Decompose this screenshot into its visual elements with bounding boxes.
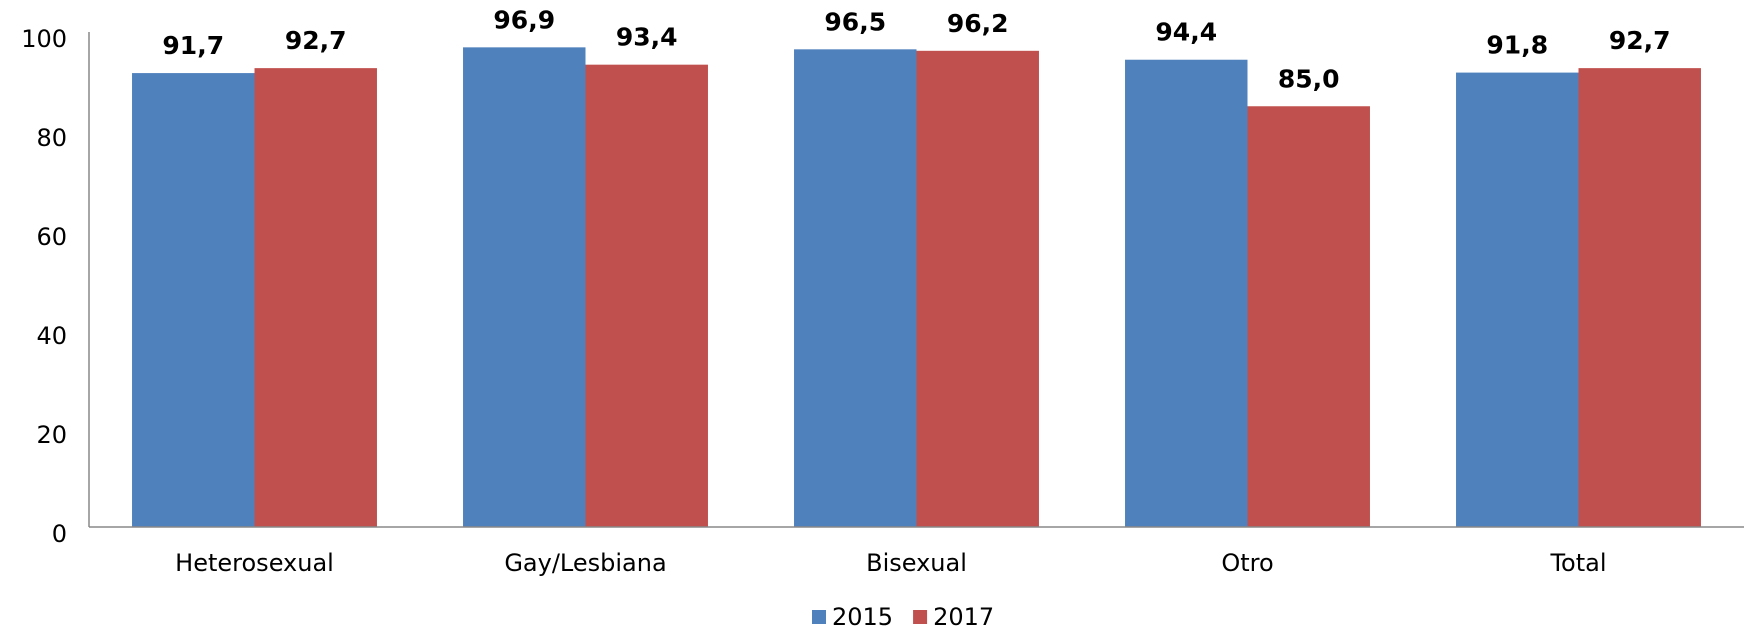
- bar: [916, 50, 1039, 528]
- y-tick-label: 60: [36, 223, 67, 251]
- y-tick-label: 80: [36, 124, 67, 152]
- value-label: 93,4: [616, 23, 678, 52]
- x-tick-label: Total: [1549, 549, 1606, 577]
- value-label: 91,8: [1486, 31, 1548, 60]
- y-tick-label: 0: [52, 520, 67, 548]
- legend-label: 2017: [933, 603, 994, 627]
- value-label: 92,7: [285, 26, 347, 55]
- x-tick-label: Gay/Lesbiana: [504, 549, 666, 577]
- x-tick-label: Bisexual: [866, 549, 967, 577]
- value-label: 96,5: [824, 7, 886, 36]
- bar: [1456, 72, 1579, 527]
- bar: [1578, 68, 1701, 527]
- x-tick-label: Otro: [1221, 549, 1273, 577]
- legend-label: 2015: [832, 603, 893, 627]
- value-label: 96,9: [493, 5, 555, 34]
- bar: [794, 49, 917, 527]
- value-label: 92,7: [1609, 26, 1671, 55]
- bar: [585, 64, 708, 528]
- value-label: 94,4: [1155, 18, 1217, 47]
- value-label: 85,0: [1278, 64, 1340, 93]
- bar: [132, 73, 255, 528]
- legend-swatch: [812, 610, 826, 624]
- x-tick-label: Heterosexual: [175, 549, 334, 577]
- bar: [463, 47, 586, 527]
- bar: [1125, 59, 1248, 527]
- y-tick-label: 100: [21, 25, 67, 53]
- y-tick-label: 20: [36, 421, 67, 449]
- value-label: 91,7: [162, 31, 224, 60]
- legend-swatch: [913, 610, 928, 624]
- bar: [254, 68, 377, 527]
- bar: [1247, 106, 1370, 527]
- y-tick-label: 40: [36, 322, 67, 350]
- value-label: 96,2: [947, 9, 1009, 38]
